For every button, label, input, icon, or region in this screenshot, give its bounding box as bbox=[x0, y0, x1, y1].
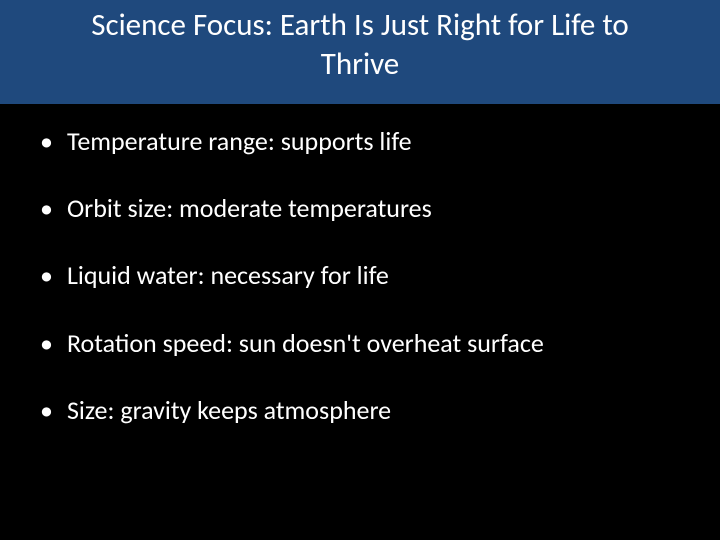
bullet-item: • Liquid water: necessary for life bbox=[40, 260, 690, 291]
bullet-marker: • bbox=[40, 395, 53, 426]
bullet-item: • Size: gravity keeps atmosphere bbox=[40, 395, 690, 426]
bullet-marker: • bbox=[40, 328, 53, 359]
slide-container: Science Focus: Earth Is Just Right for L… bbox=[0, 0, 720, 540]
bullet-marker: • bbox=[40, 260, 53, 291]
bullet-marker: • bbox=[40, 126, 53, 157]
bullet-text: Liquid water: necessary for life bbox=[67, 260, 389, 291]
slide-content: • Temperature range: supports life • Orb… bbox=[40, 126, 690, 462]
bullet-text: Size: gravity keeps atmosphere bbox=[67, 395, 391, 426]
bullet-text: Temperature range: supports life bbox=[67, 126, 412, 157]
bullet-item: • Orbit size: moderate temperatures bbox=[40, 193, 690, 224]
bullet-marker: • bbox=[40, 193, 53, 224]
bullet-item: • Temperature range: supports life bbox=[40, 126, 690, 157]
bullet-text: Rotation speed: sun doesn't overheat sur… bbox=[67, 328, 544, 359]
slide-title: Science Focus: Earth Is Just Right for L… bbox=[0, 6, 720, 84]
bullet-text: Orbit size: moderate temperatures bbox=[67, 193, 432, 224]
bullet-item: • Rotation speed: sun doesn't overheat s… bbox=[40, 328, 690, 359]
